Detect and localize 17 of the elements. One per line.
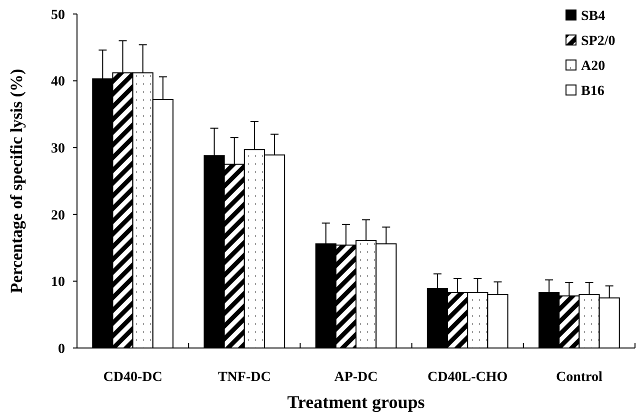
legend-label: A20: [581, 58, 606, 74]
x-axis-title: Treatment groups: [287, 392, 425, 412]
y-tick-label: 40: [51, 74, 65, 90]
legend-label: B16: [581, 84, 604, 99]
y-axis-title: Percentage of specific lysis (%): [7, 68, 26, 294]
y-tick-label: 30: [51, 142, 65, 156]
x-tick-label: TNF-DC: [218, 370, 271, 385]
x-tick-label: Control: [556, 370, 603, 385]
y-tick-label: 20: [51, 208, 65, 224]
legend-label: SP2/0: [581, 34, 616, 49]
y-tick-label: 50: [51, 8, 65, 23]
y-tick-label: 10: [51, 275, 65, 290]
x-tick-label: AP-DC: [334, 370, 378, 385]
x-tick-label: CD40L-CHO: [428, 370, 508, 385]
x-tick-label: CD40-DC: [103, 370, 162, 385]
legend-label: SB4: [581, 8, 606, 24]
y-tick-label: 0: [58, 342, 65, 357]
